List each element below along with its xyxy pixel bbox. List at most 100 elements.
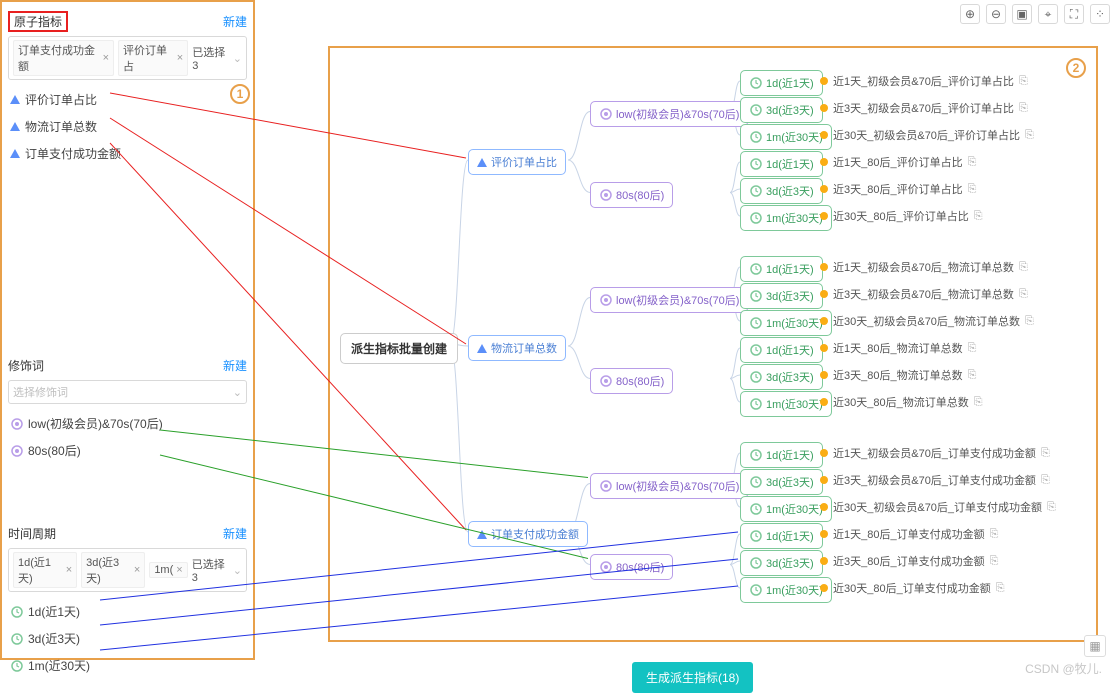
tree-atom[interactable]: 订单支付成功金额 — [468, 521, 588, 547]
tree-qualifier[interactable]: 80s(80后) — [590, 368, 673, 394]
leaf-metric[interactable]: 近3天_初级会员&70后_评价订单占比⎘ — [820, 100, 1028, 116]
status-dot-icon — [820, 449, 828, 457]
leaf-metric[interactable]: 近1天_初级会员&70后_评价订单占比⎘ — [820, 73, 1028, 89]
close-icon[interactable]: × — [103, 52, 109, 64]
copy-icon[interactable]: ⎘ — [968, 156, 977, 169]
copy-icon[interactable]: ⎘ — [974, 210, 983, 223]
clock-icon — [749, 158, 762, 171]
atom-item[interactable]: 订单支付成功金额 — [8, 140, 247, 167]
qualifier-icon — [599, 107, 612, 120]
fit-screen-icon[interactable]: ▣ — [1012, 4, 1032, 24]
tree-time[interactable]: 3d(近3天) — [740, 550, 823, 576]
close-icon[interactable]: × — [134, 564, 140, 576]
leaf-metric[interactable]: 近3天_80后_评价订单占比⎘ — [820, 181, 976, 197]
copy-icon[interactable]: ⎘ — [968, 183, 977, 196]
settings-icon[interactable]: ⁘ — [1090, 4, 1110, 24]
tree-time[interactable]: 1d(近1天) — [740, 337, 823, 363]
atom-select[interactable]: 订单支付成功金额× 评价订单占× 已选择3 ⌄ — [8, 36, 247, 80]
tree-qualifier[interactable]: low(初级会员)&70s(70后) — [590, 473, 748, 499]
copy-icon[interactable]: ⎘ — [1019, 102, 1028, 115]
leaf-metric[interactable]: 近30天_初级会员&70后_订单支付成功金额⎘ — [820, 499, 1056, 515]
tree-atom[interactable]: 物流订单总数 — [468, 335, 566, 361]
leaf-metric[interactable]: 近3天_80后_订单支付成功金额⎘ — [820, 553, 998, 569]
clock-icon — [749, 449, 762, 462]
zoom-in-icon[interactable]: ⊕ — [960, 4, 980, 24]
tree-qualifier[interactable]: low(初级会员)&70s(70后) — [590, 101, 748, 127]
focus-icon[interactable]: ⌖ — [1038, 4, 1058, 24]
tree-qualifier[interactable]: 80s(80后) — [590, 554, 673, 580]
leaf-metric[interactable]: 近30天_80后_订单支付成功金额⎘ — [820, 580, 1005, 596]
atom-item[interactable]: 物流订单总数 — [8, 113, 247, 140]
tree-time[interactable]: 3d(近3天) — [740, 469, 823, 495]
copy-icon[interactable]: ⎘ — [1041, 474, 1050, 487]
copy-icon[interactable]: ⎘ — [1025, 315, 1034, 328]
copy-icon[interactable]: ⎘ — [968, 342, 977, 355]
copy-icon[interactable]: ⎘ — [996, 582, 1005, 595]
copy-icon[interactable]: ⎘ — [1019, 288, 1028, 301]
qf-new-link[interactable]: 新建 — [223, 357, 247, 374]
status-dot-icon — [820, 263, 828, 271]
tree-canvas[interactable]: 2 派生指标批量创建评价订单占比low(初级会员)&70s(70后)1d(近1天… — [328, 46, 1098, 642]
leaf-metric[interactable]: 近30天_80后_物流订单总数⎘ — [820, 394, 983, 410]
close-icon[interactable]: × — [177, 52, 183, 64]
leaf-metric[interactable]: 近30天_初级会员&70后_物流订单总数⎘ — [820, 313, 1034, 329]
tree-atom[interactable]: 评价订单占比 — [468, 149, 566, 175]
copy-icon[interactable]: ⎘ — [974, 396, 983, 409]
atom-item[interactable]: 评价订单占比 — [8, 86, 247, 113]
tree-qualifier[interactable]: 80s(80后) — [590, 182, 673, 208]
time-item[interactable]: 3d(近3天) — [8, 625, 247, 652]
time-select[interactable]: 1d(近1天)× 3d(近3天)× 1m(× 已选择3 ⌄ — [8, 548, 247, 592]
status-dot-icon — [820, 317, 828, 325]
tree-time[interactable]: 3d(近3天) — [740, 97, 823, 123]
tree-time[interactable]: 1m(近30天) — [740, 577, 832, 603]
fullscreen-icon[interactable]: ⛶ — [1064, 4, 1084, 24]
copy-icon[interactable]: ⎘ — [990, 555, 999, 568]
tree-time[interactable]: 1m(近30天) — [740, 205, 832, 231]
leaf-metric[interactable]: 近1天_80后_订单支付成功金额⎘ — [820, 526, 998, 542]
tree-time[interactable]: 1m(近30天) — [740, 496, 832, 522]
tree-time[interactable]: 1d(近1天) — [740, 151, 823, 177]
close-icon[interactable]: × — [176, 564, 182, 576]
qf-item[interactable]: low(初级会员)&70s(70后) — [8, 410, 247, 437]
leaf-metric[interactable]: 近1天_初级会员&70后_订单支付成功金额⎘ — [820, 445, 1050, 461]
leaf-metric[interactable]: 近3天_初级会员&70后_订单支付成功金额⎘ — [820, 472, 1050, 488]
leaf-metric[interactable]: 近3天_80后_物流订单总数⎘ — [820, 367, 976, 383]
qf-select[interactable]: 选择修饰词 ⌄ — [8, 380, 247, 404]
leaf-metric[interactable]: 近30天_初级会员&70后_评价订单占比⎘ — [820, 127, 1034, 143]
tree-time[interactable]: 1d(近1天) — [740, 256, 823, 282]
qf-item[interactable]: 80s(80后) — [8, 437, 247, 464]
leaf-metric[interactable]: 近3天_初级会员&70后_物流订单总数⎘ — [820, 286, 1028, 302]
tree-time[interactable]: 1m(近30天) — [740, 391, 832, 417]
tree-time[interactable]: 3d(近3天) — [740, 178, 823, 204]
tree-qualifier[interactable]: low(初级会员)&70s(70后) — [590, 287, 748, 313]
tree-root[interactable]: 派生指标批量创建 — [340, 333, 458, 364]
tree-time[interactable]: 1m(近30天) — [740, 310, 832, 336]
tree-time[interactable]: 1m(近30天) — [740, 124, 832, 150]
close-icon[interactable]: × — [66, 564, 72, 576]
zoom-out-icon[interactable]: ⊖ — [986, 4, 1006, 24]
leaf-metric[interactable]: 近30天_80后_评价订单占比⎘ — [820, 208, 983, 224]
leaf-metric[interactable]: 近1天_80后_评价订单占比⎘ — [820, 154, 976, 170]
leaf-metric[interactable]: 近1天_80后_物流订单总数⎘ — [820, 340, 976, 356]
time-new-link[interactable]: 新建 — [223, 525, 247, 542]
tree-time[interactable]: 1d(近1天) — [740, 442, 823, 468]
generate-button[interactable]: 生成派生指标(18) — [632, 662, 753, 693]
copy-icon[interactable]: ⎘ — [1019, 75, 1028, 88]
copy-icon[interactable]: ⎘ — [968, 369, 977, 382]
copy-icon[interactable]: ⎘ — [1025, 129, 1034, 142]
leaf-metric[interactable]: 近1天_初级会员&70后_物流订单总数⎘ — [820, 259, 1028, 275]
atom-new-link[interactable]: 新建 — [223, 13, 247, 30]
time-item[interactable]: 1m(近30天) — [8, 652, 247, 679]
status-dot-icon — [820, 290, 828, 298]
copy-icon[interactable]: ⎘ — [1047, 501, 1056, 514]
tree-time[interactable]: 3d(近3天) — [740, 364, 823, 390]
copy-icon[interactable]: ⎘ — [1019, 261, 1028, 274]
tree-time[interactable]: 1d(近1天) — [740, 70, 823, 96]
copy-icon[interactable]: ⎘ — [1041, 447, 1050, 460]
section-qualifier: 修饰词 新建 选择修饰词 ⌄ low(初级会员)&70s(70后) 80s(80… — [8, 354, 247, 518]
tree-time[interactable]: 3d(近3天) — [740, 283, 823, 309]
copy-icon[interactable]: ⎘ — [990, 528, 999, 541]
minimap-icon[interactable]: ▦ — [1084, 635, 1106, 657]
tree-time[interactable]: 1d(近1天) — [740, 523, 823, 549]
time-item[interactable]: 1d(近1天) — [8, 598, 247, 625]
